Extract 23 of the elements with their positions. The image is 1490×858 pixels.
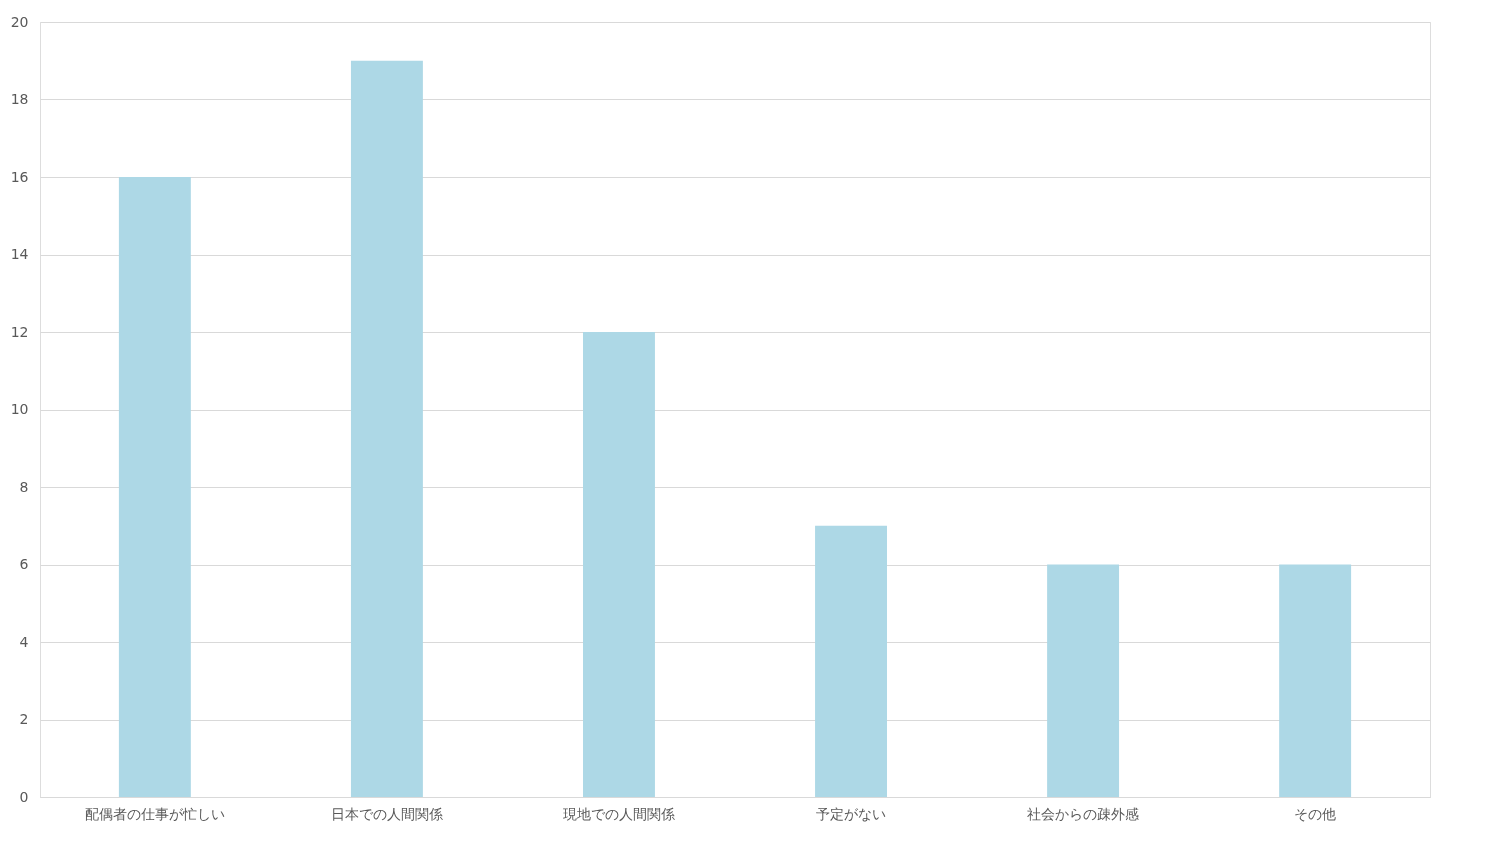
- y-tick-label: 4: [19, 633, 29, 650]
- y-tick-label: 14: [10, 246, 29, 262]
- bar: [350, 60, 423, 797]
- bar: [1279, 564, 1352, 797]
- y-tick-label: 12: [10, 323, 29, 340]
- y-tick-label: 10: [10, 401, 29, 417]
- x-tick-label: その他: [1294, 805, 1337, 822]
- bar: [118, 177, 191, 797]
- x-tick-label: 社会からの疎外感: [1027, 805, 1140, 822]
- x-tick-label: 日本での人間関係: [330, 805, 443, 822]
- y-tick-label: 20: [10, 13, 29, 30]
- x-tick-label: 予定がない: [816, 805, 887, 822]
- y-tick-label: 8: [19, 478, 29, 495]
- bar: [815, 525, 887, 797]
- y-tick-label: 2: [19, 711, 29, 727]
- y-tick-label: 0: [19, 788, 29, 805]
- x-tick-label: 配偶者の仕事が忙しい: [84, 805, 225, 822]
- x-tick-label: 現地での人間関係: [562, 805, 675, 822]
- bar: [1047, 564, 1120, 797]
- y-tick-label: 6: [19, 556, 29, 572]
- y-tick-label: 18: [10, 91, 29, 107]
- y-tick-label: 16: [10, 168, 29, 185]
- bar: [583, 332, 655, 797]
